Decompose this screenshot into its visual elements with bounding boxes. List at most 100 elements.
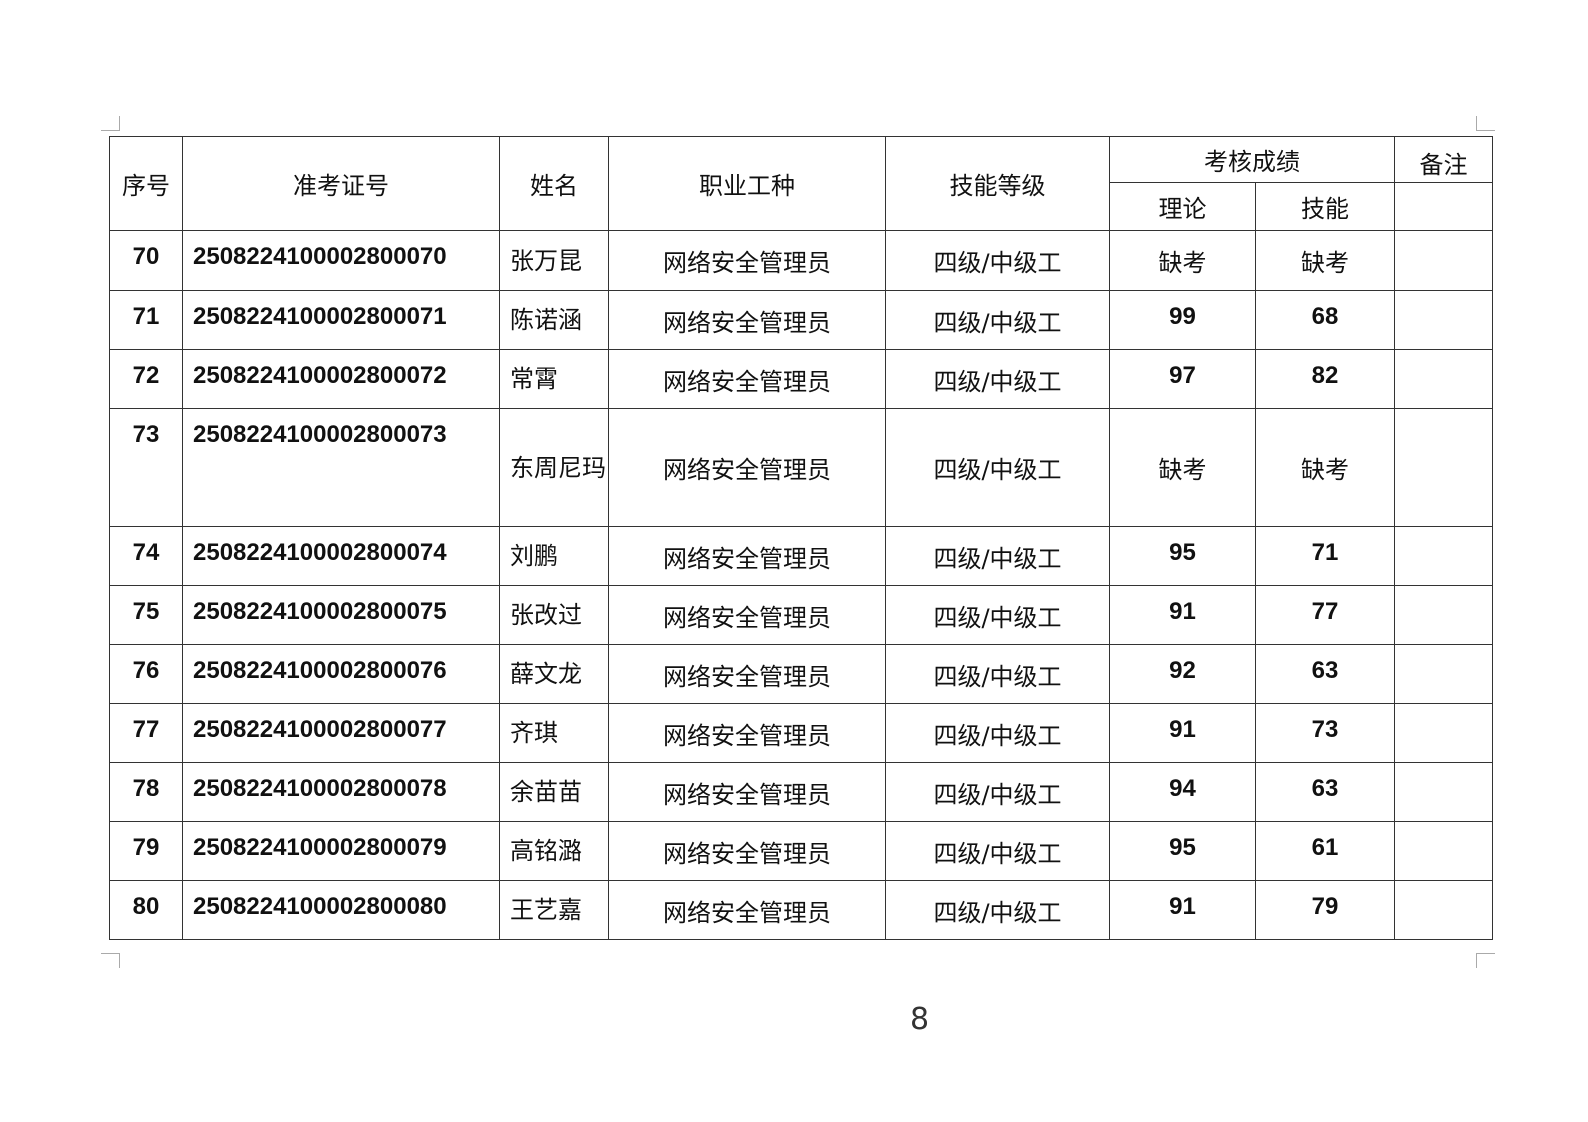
cell-seq: 73 bbox=[109, 408, 183, 527]
cell-ticket: 2508224100002800076 bbox=[182, 644, 500, 704]
cell-seq: 79 bbox=[109, 821, 183, 881]
cell-occupation: 网络安全管理员 bbox=[608, 880, 886, 940]
cell-ticket: 2508224100002800077 bbox=[182, 703, 500, 763]
cell-level: 四级/中级工 bbox=[885, 290, 1110, 350]
cell-level: 四级/中级工 bbox=[885, 644, 1110, 704]
cell-theory: 97 bbox=[1109, 349, 1256, 409]
cell-name: 常霄 bbox=[499, 349, 609, 409]
cell-seq: 76 bbox=[109, 644, 183, 704]
cell-name: 薛文龙 bbox=[499, 644, 609, 704]
cell-seq: 80 bbox=[109, 880, 183, 940]
cell-theory: 91 bbox=[1109, 703, 1256, 763]
cell-seq: 78 bbox=[109, 762, 183, 822]
cell-seq: 71 bbox=[109, 290, 183, 350]
table-row: 78 2508224100002800078 余苗苗 网络安全管理员 四级/中级工 94 6… bbox=[109, 762, 1493, 822]
corner-mark bbox=[1476, 116, 1495, 131]
table-row: 71 2508224100002800071 陈诺涵 网络安全管理员 四级/中级工 99 6… bbox=[109, 290, 1493, 350]
cell-remarks bbox=[1394, 526, 1493, 586]
cell-skill: 63 bbox=[1255, 644, 1395, 704]
header-theory: 理论 bbox=[1109, 182, 1256, 231]
table-row: 79 2508224100002800079 高铭潞 网络安全管理员 四级/中级工 95 6… bbox=[109, 821, 1493, 881]
header-ticket: 准考证号 bbox=[182, 136, 500, 231]
cell-ticket: 2508224100002800074 bbox=[182, 526, 500, 586]
cell-name: 余苗苗 bbox=[499, 762, 609, 822]
cell-skill: 82 bbox=[1255, 349, 1395, 409]
cell-skill: 73 bbox=[1255, 703, 1395, 763]
cell-remarks bbox=[1394, 644, 1493, 704]
table-row: 75 2508224100002800075 张改过 网络安全管理员 四级/中级工 91 7… bbox=[109, 585, 1493, 645]
cell-remarks bbox=[1394, 230, 1493, 291]
cell-theory: 95 bbox=[1109, 526, 1256, 586]
cell-name: 张万昆 bbox=[499, 230, 609, 291]
cell-occupation: 网络安全管理员 bbox=[608, 762, 886, 822]
cell-theory: 95 bbox=[1109, 821, 1256, 881]
cell-skill: 缺考 bbox=[1255, 230, 1395, 291]
table-row: 70 2508224100002800070 张万昆 网络安全管理员 四级/中级工 缺考缺… bbox=[109, 230, 1493, 291]
cell-remarks bbox=[1394, 408, 1493, 527]
cell-remarks bbox=[1394, 762, 1493, 822]
cell-ticket: 2508224100002800071 bbox=[182, 290, 500, 350]
cell-theory: 91 bbox=[1109, 880, 1256, 940]
cell-seq: 74 bbox=[109, 526, 183, 586]
header-occupation: 职业工种 bbox=[608, 136, 886, 231]
header-skill: 技能 bbox=[1255, 182, 1395, 231]
cell-theory: 缺考 bbox=[1109, 230, 1256, 291]
cell-seq: 72 bbox=[109, 349, 183, 409]
cell-level: 四级/中级工 bbox=[885, 762, 1110, 822]
cell-ticket: 2508224100002800079 bbox=[182, 821, 500, 881]
cell-level: 四级/中级工 bbox=[885, 703, 1110, 763]
cell-remarks bbox=[1394, 821, 1493, 881]
page-number: 8 bbox=[910, 1002, 930, 1037]
cell-remarks bbox=[1394, 349, 1493, 409]
cell-name: 陈诺涵 bbox=[499, 290, 609, 350]
cell-skill: 79 bbox=[1255, 880, 1395, 940]
cell-theory: 91 bbox=[1109, 585, 1256, 645]
header-scores: 考核成绩 bbox=[1109, 136, 1395, 183]
cell-level: 四级/中级工 bbox=[885, 880, 1110, 940]
corner-mark bbox=[101, 116, 120, 131]
cell-occupation: 网络安全管理员 bbox=[608, 526, 886, 586]
cell-name: 刘鹏 bbox=[499, 526, 609, 586]
cell-occupation: 网络安全管理员 bbox=[608, 290, 886, 350]
cell-skill: 68 bbox=[1255, 290, 1395, 350]
header-level: 技能等级 bbox=[885, 136, 1110, 231]
cell-theory: 94 bbox=[1109, 762, 1256, 822]
cell-ticket: 2508224100002800073 bbox=[182, 408, 500, 527]
cell-level: 四级/中级工 bbox=[885, 349, 1110, 409]
cell-ticket: 2508224100002800075 bbox=[182, 585, 500, 645]
table-row: 74 2508224100002800074 刘鹏 网络安全管理员 四级/中级工 95 71 bbox=[109, 526, 1493, 586]
cell-occupation: 网络安全管理员 bbox=[608, 349, 886, 409]
cell-level: 四级/中级工 bbox=[885, 821, 1110, 881]
cell-theory: 99 bbox=[1109, 290, 1256, 350]
cell-skill: 缺考 bbox=[1255, 408, 1395, 527]
cell-occupation: 网络安全管理员 bbox=[608, 408, 886, 527]
header-seq: 序号 bbox=[109, 136, 183, 231]
cell-name: 张改过 bbox=[499, 585, 609, 645]
cell-seq: 70 bbox=[109, 230, 183, 291]
cell-seq: 77 bbox=[109, 703, 183, 763]
cell-skill: 61 bbox=[1255, 821, 1395, 881]
cell-ticket: 2508224100002800078 bbox=[182, 762, 500, 822]
cell-name: 王艺嘉 bbox=[499, 880, 609, 940]
cell-occupation: 网络安全管理员 bbox=[608, 821, 886, 881]
header-name: 姓名 bbox=[499, 136, 609, 231]
cell-level: 四级/中级工 bbox=[885, 585, 1110, 645]
cell-name: 东周尼玛 bbox=[499, 408, 609, 527]
cell-theory: 92 bbox=[1109, 644, 1256, 704]
cell-skill: 71 bbox=[1255, 526, 1395, 586]
cell-name: 高铭潞 bbox=[499, 821, 609, 881]
cell-remarks bbox=[1394, 703, 1493, 763]
score-table: 序号 准考证号 姓名 职业工种 技能等级 考核成绩 备注 理论 技能 70 250… bbox=[109, 136, 1493, 940]
cell-occupation: 网络安全管理员 bbox=[608, 644, 886, 704]
table-row: 80 2508224100002800080 王艺嘉 网络安全管理员 四级/中级工 91 7… bbox=[109, 880, 1493, 940]
cell-occupation: 网络安全管理员 bbox=[608, 230, 886, 291]
table-row: 72 2508224100002800072 常霄 网络安全管理员 四级/中级工 97 82 bbox=[109, 349, 1493, 409]
cell-theory: 缺考 bbox=[1109, 408, 1256, 527]
cell-level: 四级/中级工 bbox=[885, 230, 1110, 291]
cell-seq: 75 bbox=[109, 585, 183, 645]
header-remarks: 备注 bbox=[1394, 136, 1493, 183]
cell-occupation: 网络安全管理员 bbox=[608, 703, 886, 763]
cell-occupation: 网络安全管理员 bbox=[608, 585, 886, 645]
cell-ticket: 2508224100002800080 bbox=[182, 880, 500, 940]
header-remarks-blank bbox=[1394, 182, 1493, 231]
